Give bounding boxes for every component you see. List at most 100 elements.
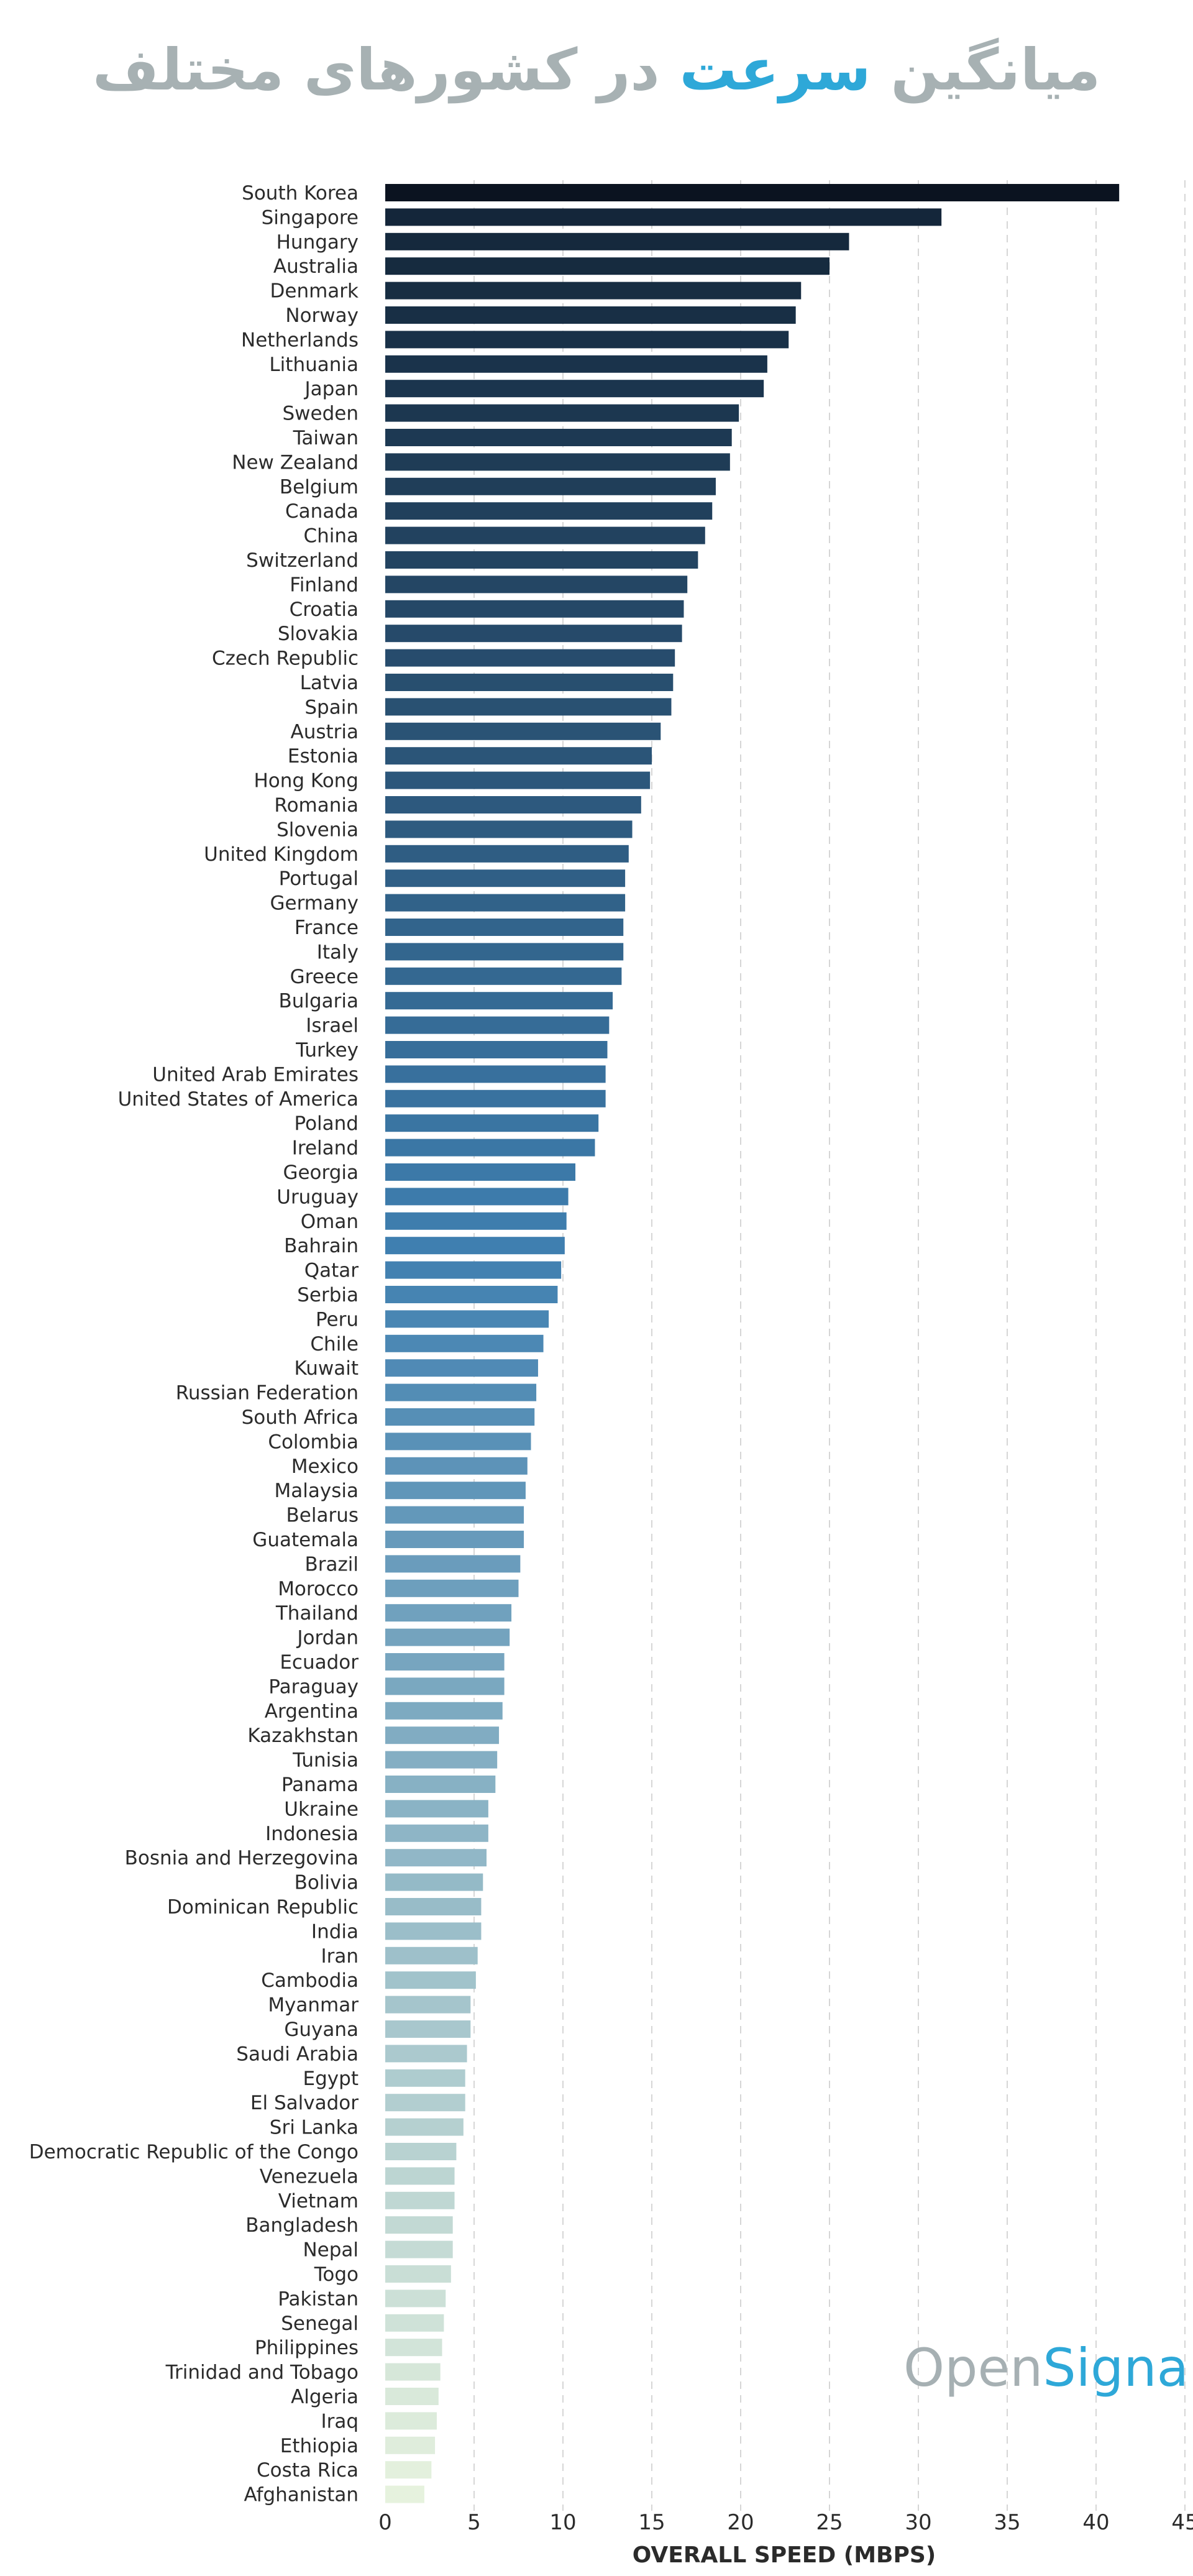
- category-label-94: Afghanistan: [244, 2484, 359, 2506]
- category-label-76: Saudi Arabia: [236, 2043, 359, 2065]
- bar-12: [385, 477, 716, 495]
- bar-77: [385, 2069, 465, 2087]
- category-label-40: Georgia: [283, 1162, 359, 1184]
- category-label-34: Israel: [306, 1015, 359, 1037]
- bar-10: [385, 429, 732, 446]
- bar-72: [385, 1946, 478, 1964]
- bar-1: [385, 208, 942, 226]
- title-part1: میانگین: [890, 37, 1101, 103]
- category-label-17: Croatia: [290, 598, 359, 621]
- bar-31: [385, 943, 624, 961]
- bar-87: [385, 2314, 444, 2332]
- bar-6: [385, 331, 789, 349]
- category-label-19: Czech Republic: [212, 648, 359, 670]
- bar-51: [385, 1432, 531, 1451]
- bar-41: [385, 1188, 569, 1206]
- bar-17: [385, 600, 684, 618]
- bar-66: [385, 1800, 488, 1818]
- bar-56: [385, 1555, 521, 1573]
- bar-46: [385, 1310, 549, 1328]
- category-label-33: Bulgaria: [278, 990, 359, 1012]
- category-label-77: Egypt: [303, 2068, 359, 2090]
- bar-28: [385, 869, 626, 887]
- bar-61: [385, 1677, 505, 1695]
- bar-49: [385, 1383, 537, 1401]
- bar-59: [385, 1628, 510, 1646]
- category-label-26: Slovenia: [277, 818, 359, 841]
- bar-75: [385, 2020, 471, 2038]
- bar-22: [385, 722, 661, 740]
- category-label-22: Austria: [290, 721, 359, 743]
- x-tick-6: 30: [905, 2510, 931, 2535]
- logo-open: Open: [903, 2337, 1043, 2398]
- category-label-56: Brazil: [304, 1553, 359, 1575]
- bar-93: [385, 2461, 432, 2479]
- bar-74: [385, 1996, 471, 2014]
- category-label-30: France: [295, 917, 359, 939]
- bar-52: [385, 1457, 528, 1475]
- bar-84: [385, 2240, 453, 2258]
- category-label-6: Netherlands: [241, 329, 359, 351]
- category-label-5: Norway: [285, 305, 359, 327]
- bar-76: [385, 2045, 467, 2063]
- x-tick-0: 0: [378, 2510, 392, 2535]
- category-label-72: Iran: [321, 1945, 359, 1968]
- bar-7: [385, 355, 767, 373]
- bar-82: [385, 2191, 455, 2209]
- category-label-80: Democratic Republic of the Congo: [29, 2141, 359, 2163]
- bar-88: [385, 2339, 442, 2357]
- bar-3: [385, 257, 830, 275]
- x-tick-9: 45: [1171, 2510, 1193, 2535]
- category-label-16: Finland: [290, 574, 359, 596]
- bar-36: [385, 1065, 606, 1083]
- category-label-13: Canada: [285, 500, 359, 523]
- category-label-51: Colombia: [268, 1431, 359, 1453]
- bar-86: [385, 2290, 446, 2308]
- category-label-14: China: [303, 525, 359, 548]
- bar-4: [385, 282, 802, 300]
- bar-85: [385, 2265, 451, 2283]
- category-labels: South KoreaSingaporeHungaryAustraliaDenm…: [29, 182, 359, 2506]
- bar-29: [385, 894, 626, 912]
- page-title: میانگین سرعت در کشورهای مختلف: [0, 30, 1193, 111]
- category-label-93: Costa Rica: [257, 2459, 359, 2482]
- bar-42: [385, 1212, 567, 1230]
- category-label-53: Malaysia: [275, 1480, 359, 1502]
- category-label-63: Kazakhstan: [247, 1725, 359, 1747]
- category-label-89: Trinidad and Tobago: [165, 2362, 359, 2384]
- bar-38: [385, 1114, 599, 1132]
- bar-33: [385, 992, 613, 1010]
- category-label-11: New Zealand: [232, 451, 359, 474]
- bar-65: [385, 1776, 496, 1793]
- category-label-28: Portugal: [279, 868, 359, 890]
- bar-11: [385, 453, 730, 471]
- bar-63: [385, 1726, 500, 1744]
- category-label-38: Poland: [295, 1112, 359, 1135]
- category-label-50: South Africa: [242, 1406, 359, 1429]
- category-label-24: Hong Kong: [254, 770, 359, 792]
- category-label-65: Panama: [281, 1774, 359, 1796]
- category-label-60: Ecuador: [280, 1651, 359, 1674]
- category-label-92: Ethiopia: [280, 2435, 359, 2457]
- x-tick-7: 35: [994, 2510, 1020, 2535]
- title-accent: سرعت: [679, 37, 871, 103]
- bar-24: [385, 771, 651, 789]
- bar-25: [385, 796, 641, 814]
- x-tick-2: 10: [549, 2510, 576, 2535]
- category-label-81: Venezuela: [260, 2165, 359, 2188]
- category-label-75: Guyana: [284, 2019, 359, 2041]
- bar-71: [385, 1922, 482, 1940]
- x-tick-1: 5: [467, 2510, 481, 2535]
- bars: [385, 184, 1120, 2503]
- category-label-27: United Kingdom: [204, 843, 359, 866]
- category-label-69: Bolivia: [295, 1872, 359, 1894]
- category-label-70: Dominican Republic: [167, 1896, 359, 1918]
- bar-27: [385, 845, 629, 863]
- category-label-54: Belarus: [286, 1505, 359, 1527]
- bar-8: [385, 380, 764, 398]
- category-label-74: Myanmar: [268, 1994, 359, 2017]
- category-label-43: Bahrain: [284, 1235, 359, 1257]
- bar-79: [385, 2118, 464, 2136]
- bar-35: [385, 1041, 608, 1058]
